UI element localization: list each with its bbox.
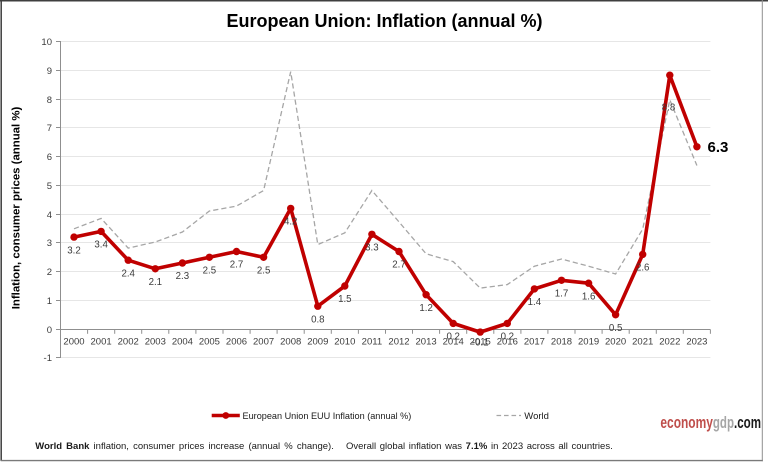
svg-text:4.2: 4.2: [284, 217, 297, 228]
svg-text:-0.1: -0.1: [472, 338, 489, 349]
svg-text:2: 2: [47, 267, 52, 278]
svg-text:1.7: 1.7: [555, 289, 568, 300]
svg-text:gdp: gdp: [713, 414, 734, 432]
svg-text:-1: -1: [44, 353, 52, 364]
svg-text:1.5: 1.5: [338, 294, 351, 305]
svg-text:2019: 2019: [578, 336, 599, 347]
svg-text:10: 10: [41, 37, 52, 48]
svg-text:2009: 2009: [307, 336, 328, 347]
svg-text:5: 5: [47, 181, 52, 192]
svg-text:2001: 2001: [91, 336, 112, 347]
svg-text:0.8: 0.8: [311, 314, 324, 325]
svg-text:2010: 2010: [334, 336, 355, 347]
svg-text:2.5: 2.5: [203, 266, 216, 277]
svg-text:2006: 2006: [226, 336, 247, 347]
svg-text:2014: 2014: [443, 336, 464, 347]
svg-text:2004: 2004: [172, 336, 193, 347]
svg-text:2020: 2020: [605, 336, 626, 347]
svg-text:economy: economy: [660, 414, 713, 432]
svg-text:8: 8: [47, 95, 52, 106]
svg-text:2012: 2012: [388, 336, 409, 347]
svg-text:2.4: 2.4: [121, 268, 135, 279]
svg-text:2003: 2003: [145, 336, 166, 347]
svg-text:2007: 2007: [253, 336, 274, 347]
svg-text:2018: 2018: [551, 336, 572, 347]
svg-text:2000: 2000: [63, 336, 84, 347]
svg-text:.com: .com: [734, 414, 761, 432]
svg-text:1.4: 1.4: [528, 297, 542, 308]
svg-text:2013: 2013: [416, 336, 437, 347]
svg-text:2.7: 2.7: [230, 260, 243, 271]
svg-text:2011: 2011: [362, 336, 382, 347]
svg-text:3.2: 3.2: [67, 245, 80, 256]
svg-text:0: 0: [47, 325, 52, 336]
svg-text:4: 4: [47, 210, 52, 221]
svg-text:2015: 2015: [470, 336, 491, 347]
svg-text:6: 6: [47, 152, 52, 163]
svg-text:European Union: Inflation (ann: European Union: Inflation (annual %): [227, 11, 543, 31]
svg-text:2.7: 2.7: [392, 260, 405, 271]
svg-text:2005: 2005: [199, 336, 220, 347]
svg-text:1: 1: [47, 296, 52, 307]
svg-text:2.3: 2.3: [176, 271, 189, 282]
svg-text:World Bank inflation, consumer: World Bank inflation, consumer prices in…: [35, 441, 334, 452]
svg-text:2008: 2008: [280, 336, 301, 347]
svg-text:European Union EUU Inflation (: European Union EUU Inflation (annual %): [243, 411, 412, 422]
svg-text:1.6: 1.6: [582, 291, 595, 302]
svg-text:2022: 2022: [659, 336, 680, 347]
svg-text:2.6: 2.6: [636, 263, 649, 274]
svg-text:2016: 2016: [497, 336, 518, 347]
svg-text:3: 3: [47, 238, 52, 249]
svg-text:Inflation, consumer prices (an: Inflation, consumer prices (annual %): [11, 107, 23, 310]
svg-text:9: 9: [47, 66, 52, 77]
svg-text:6.3: 6.3: [708, 139, 729, 156]
svg-text:2021: 2021: [632, 336, 653, 347]
svg-text:2.1: 2.1: [149, 277, 162, 288]
svg-text:0.5: 0.5: [609, 323, 622, 334]
svg-text:2017: 2017: [524, 336, 545, 347]
svg-text:2002: 2002: [118, 336, 139, 347]
svg-text:7: 7: [47, 123, 52, 134]
svg-text:Overall global inflation was 7: Overall global inflation was 7.1% in 202…: [346, 441, 613, 452]
svg-text:3.4: 3.4: [94, 240, 108, 251]
svg-text:World: World: [524, 411, 549, 422]
svg-text:2023: 2023: [686, 336, 707, 347]
svg-text:3.3: 3.3: [365, 243, 378, 254]
svg-text:8.8: 8.8: [662, 102, 675, 113]
svg-text:0.2: 0.2: [446, 332, 459, 343]
svg-text:0.2: 0.2: [501, 332, 514, 343]
svg-text:2.5: 2.5: [257, 266, 270, 277]
svg-text:1.2: 1.2: [419, 303, 432, 314]
